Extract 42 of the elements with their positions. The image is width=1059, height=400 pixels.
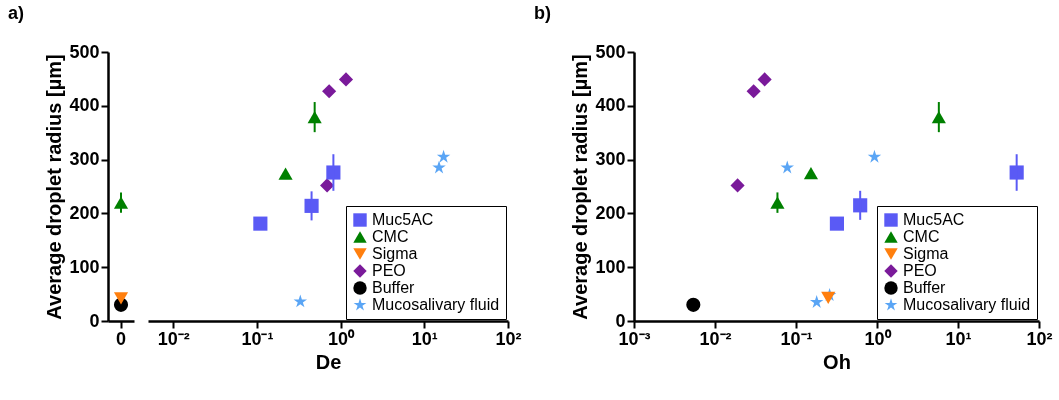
legend-label: Muc5AC	[903, 211, 965, 228]
legend-label: Sigma	[372, 245, 418, 262]
chart-title: a)	[8, 3, 25, 23]
x-axis-title: Oh	[823, 350, 851, 373]
legend-label: Mucosalivary fluid	[903, 296, 1031, 313]
y-tick-label: 0	[89, 310, 100, 331]
y-tick-label: 400	[69, 95, 100, 116]
y-tick-label: 200	[69, 202, 100, 223]
y-axis-title: Average droplet radius [µm]	[569, 54, 592, 320]
legend-label: Sigma	[903, 245, 949, 262]
legend-label: CMC	[372, 228, 409, 245]
x-tick-label: 10⁻²	[699, 328, 732, 349]
x-tick-label: 10⁰	[328, 328, 356, 349]
x-tick-label: 10⁰	[864, 328, 892, 349]
y-tick-label: 0	[615, 310, 626, 331]
legend-label: Buffer	[903, 279, 947, 296]
x-tick-label: 10⁻³	[618, 328, 651, 349]
x-tick-label: 10⁻¹	[241, 328, 274, 349]
y-tick-label: 200	[595, 202, 626, 223]
x-tick-label: 10¹	[945, 328, 972, 349]
legend-label: PEO	[372, 262, 406, 279]
x-tick-label: 10⁻²	[157, 328, 190, 349]
legend-label: PEO	[903, 262, 937, 279]
legend-label: Mucosalivary fluid	[372, 296, 500, 313]
y-tick-label: 100	[69, 256, 100, 277]
x-tick-label: 10⁻¹	[780, 328, 813, 349]
x-tick-label: 0	[115, 328, 127, 349]
legend-label: Buffer	[372, 279, 416, 296]
x-tick-label: 10²	[495, 328, 522, 349]
x-tick-label: 10¹	[411, 328, 438, 349]
y-tick-label: 300	[595, 149, 626, 170]
y-tick-label: 100	[595, 256, 626, 277]
y-tick-label: 500	[595, 41, 626, 62]
legend-label: CMC	[903, 228, 940, 245]
x-tick-label: 10²	[1026, 328, 1053, 349]
y-tick-label: 400	[595, 95, 626, 116]
chart-title: b)	[534, 3, 551, 23]
x-axis-title: De	[315, 350, 342, 373]
legend-label: Muc5AC	[372, 211, 434, 228]
y-tick-label: 500	[69, 41, 100, 62]
y-axis-title: Average droplet radius [µm]	[43, 54, 66, 320]
y-tick-label: 300	[69, 149, 100, 170]
